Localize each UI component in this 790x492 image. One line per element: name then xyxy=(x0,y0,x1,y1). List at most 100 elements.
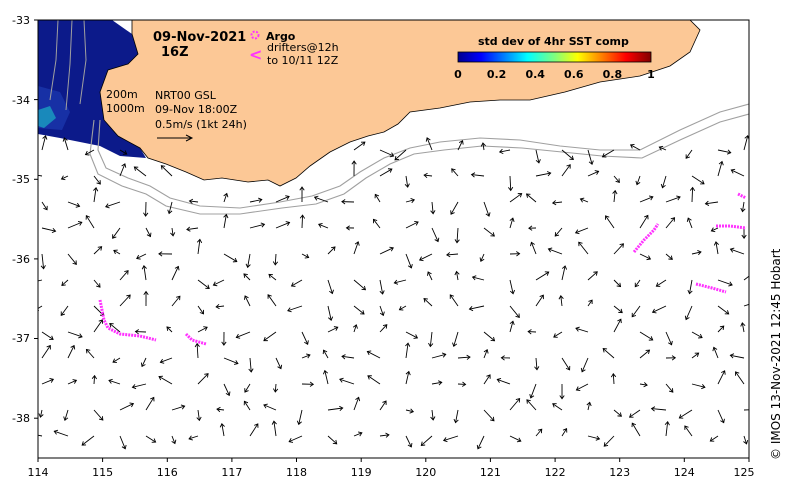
current-vector xyxy=(685,305,693,320)
current-vector-head xyxy=(528,225,533,231)
current-vector xyxy=(639,331,653,341)
current-vector xyxy=(112,357,121,363)
current-vector xyxy=(730,354,745,359)
current-vector-head xyxy=(713,241,719,246)
current-vector-head xyxy=(288,438,294,443)
current-vector-head xyxy=(704,200,710,206)
current-vector-head xyxy=(485,212,491,217)
current-vector xyxy=(405,371,410,385)
current-vector-head xyxy=(720,418,725,424)
current-vector xyxy=(405,409,414,413)
current-vector-head xyxy=(612,189,618,195)
current-vector xyxy=(273,421,277,437)
current-vector xyxy=(93,319,103,333)
current-vector xyxy=(509,175,512,191)
y-tick-36: -36 xyxy=(12,253,30,266)
current-vector-head xyxy=(527,329,532,335)
current-vector-head xyxy=(430,416,436,421)
current-vector xyxy=(691,251,702,255)
current-vector xyxy=(711,227,719,232)
current-vector-head xyxy=(668,388,674,393)
current-vector xyxy=(735,371,745,385)
current-vector-head xyxy=(322,349,328,355)
current-vector-head xyxy=(60,175,66,181)
current-vector-head xyxy=(650,406,656,412)
current-vector-head xyxy=(687,289,693,295)
current-vector-head xyxy=(517,193,523,198)
current-vector xyxy=(249,357,252,373)
current-vector-head xyxy=(454,270,460,276)
current-vector xyxy=(93,375,96,385)
current-vector xyxy=(298,409,303,425)
current-vector xyxy=(639,349,650,359)
current-vector-head xyxy=(49,335,54,340)
current-vector-head xyxy=(166,326,171,331)
current-vector-head xyxy=(93,186,99,192)
current-vector-head xyxy=(486,374,491,379)
current-vector-head xyxy=(263,403,268,409)
current-vector xyxy=(665,253,673,260)
current-vector-head xyxy=(405,370,411,376)
current-vector-head xyxy=(578,241,583,247)
current-vector xyxy=(301,331,309,345)
current-vector-head xyxy=(752,271,756,275)
current-vector xyxy=(554,227,563,237)
current-vector-head xyxy=(617,318,622,324)
current-vector xyxy=(41,331,54,340)
current-vector xyxy=(189,200,199,203)
current-vector xyxy=(651,408,667,411)
y-tick-34: -34 xyxy=(12,94,30,107)
current-vector xyxy=(603,435,615,447)
current-vector-head xyxy=(393,279,399,285)
current-vector-head xyxy=(49,378,55,383)
current-vector-head xyxy=(470,172,476,178)
current-vector xyxy=(197,326,208,333)
colorbar-tick-1: 1 xyxy=(647,68,655,81)
current-vector-head xyxy=(38,413,44,418)
current-vector-head xyxy=(428,342,434,348)
current-vector-head xyxy=(670,217,676,222)
current-vector-head xyxy=(594,170,600,175)
current-vector xyxy=(602,348,615,359)
current-vector-head xyxy=(53,429,59,435)
current-vector-head xyxy=(721,370,726,375)
current-vector-head xyxy=(234,360,239,365)
current-vector xyxy=(61,175,69,180)
current-vector-head xyxy=(740,207,746,213)
current-vector-head xyxy=(529,394,535,399)
current-vector xyxy=(216,408,225,411)
current-vector xyxy=(134,166,147,177)
drifter-track xyxy=(184,332,207,346)
current-vector-head xyxy=(309,381,315,387)
current-vector xyxy=(560,295,563,307)
current-vector-head xyxy=(97,246,103,251)
current-vector xyxy=(353,397,360,411)
current-vector-head xyxy=(186,226,191,232)
current-vector xyxy=(743,275,749,281)
current-vector-head xyxy=(31,280,35,284)
current-vector-head xyxy=(676,195,681,201)
current-vector xyxy=(636,175,641,185)
current-vector xyxy=(249,223,265,229)
current-vector xyxy=(67,201,80,207)
current-vector xyxy=(731,169,745,177)
current-vector xyxy=(561,265,566,281)
current-vector-head xyxy=(490,336,496,342)
current-vector xyxy=(394,149,407,161)
current-vector-head xyxy=(122,150,128,155)
current-vector-head xyxy=(461,381,467,387)
current-vector xyxy=(587,299,593,307)
current-vector-head xyxy=(479,257,485,262)
current-vector xyxy=(639,253,651,260)
current-vector xyxy=(665,421,669,437)
current-vector-head xyxy=(454,239,460,244)
current-vector xyxy=(613,243,624,255)
current-vector xyxy=(420,435,433,446)
current-vector xyxy=(86,349,95,359)
current-vector-head xyxy=(277,364,283,370)
current-vector xyxy=(631,305,641,318)
current-vector xyxy=(717,161,723,177)
current-vector-head xyxy=(212,281,218,287)
current-vector xyxy=(405,435,412,448)
current-vector xyxy=(168,201,173,214)
